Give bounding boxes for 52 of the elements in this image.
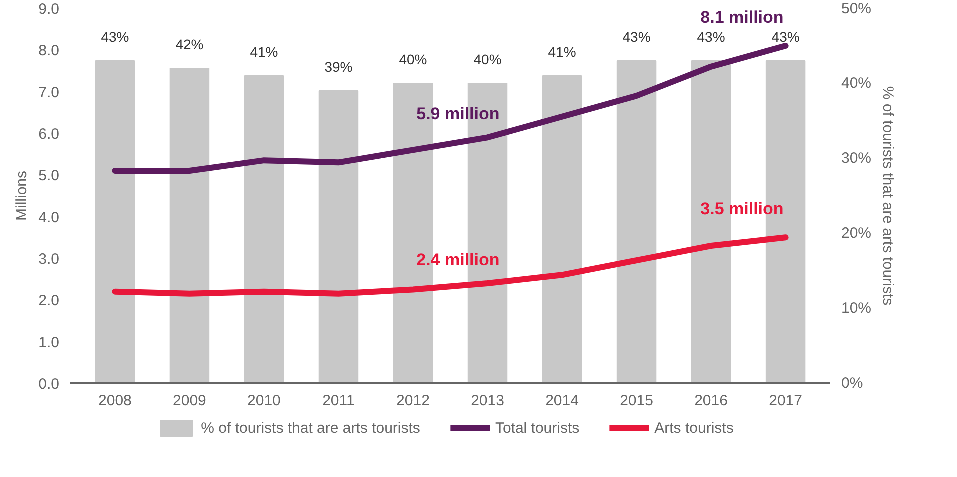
y2-tick-label: 20% xyxy=(842,225,872,242)
x-tick-label: 2011 xyxy=(322,392,355,410)
x-tick-label: 2009 xyxy=(173,392,206,410)
y2-tick-label: 10% xyxy=(842,300,872,317)
data-label: 43% xyxy=(772,29,800,45)
y2-tick-label: 30% xyxy=(842,150,872,167)
data-label: 43% xyxy=(697,29,726,45)
bar xyxy=(318,90,359,384)
annotation: 2.4 million xyxy=(416,250,500,270)
y-tick-label: 7.0 xyxy=(38,84,60,102)
x-tick-label: 2014 xyxy=(546,392,579,410)
bar xyxy=(542,76,582,384)
data-label: 39% xyxy=(324,59,353,75)
data-label: 43% xyxy=(622,29,651,45)
bar xyxy=(616,60,657,384)
bar xyxy=(95,60,136,384)
x-tick-label: 2012 xyxy=(396,392,430,410)
bar xyxy=(691,60,732,384)
data-label: 42% xyxy=(176,36,204,52)
y-tick-label: 4.0 xyxy=(38,209,60,226)
data-label: 40% xyxy=(474,52,502,68)
data-label: 40% xyxy=(399,52,428,68)
y-tick-label: 3.0 xyxy=(38,251,60,268)
y2-tick-label: 0% xyxy=(842,375,864,392)
x-tick-label: 2010 xyxy=(248,392,281,410)
legend-label: % of tourists that are arts tourists xyxy=(201,420,420,436)
x-tick-label: 2016 xyxy=(694,392,728,410)
legend-label: Total tourists xyxy=(495,420,580,436)
y-tick-label: 5.0 xyxy=(38,168,60,185)
x-tick-label: 2008 xyxy=(98,392,132,410)
x-tick-label: 2013 xyxy=(471,392,504,410)
y-tick-label: 6.0 xyxy=(38,126,60,143)
data-label: 43% xyxy=(101,29,130,45)
x-tick-label: 2017 xyxy=(769,392,802,410)
bar xyxy=(244,76,284,384)
y-tick-label: 9.0 xyxy=(38,1,60,18)
annotation: 8.1 million xyxy=(700,8,784,27)
y2-tick-label: 40% xyxy=(842,75,872,92)
bar xyxy=(170,68,210,384)
annotation: 5.9 million xyxy=(416,104,500,124)
data-label: 41% xyxy=(548,44,576,60)
y-tick-label: 1.0 xyxy=(38,334,60,352)
y-tick-label: 2.0 xyxy=(38,292,60,310)
y2-tick-label: 50% xyxy=(842,0,872,18)
y-tick-label: 8.0 xyxy=(38,42,60,60)
annotation: 3.5 million xyxy=(700,200,784,219)
y-tick-label: 0.0 xyxy=(38,376,60,393)
y-axis-title: Millions xyxy=(14,170,31,222)
x-tick-label: 2015 xyxy=(620,392,654,410)
y2-axis-title: % of tourists that are arts tourists xyxy=(880,86,897,306)
data-label: 41% xyxy=(250,44,278,60)
legend-label: Arts tourists xyxy=(654,420,734,436)
